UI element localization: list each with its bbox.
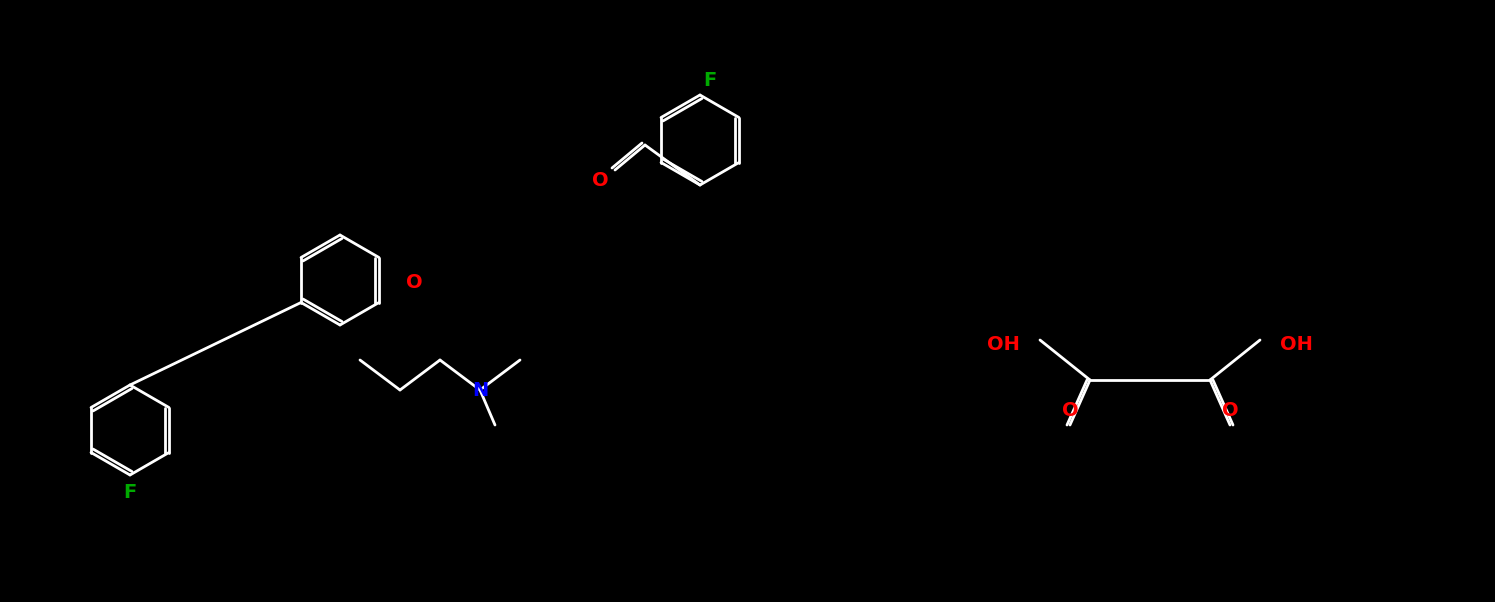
Text: OH: OH — [987, 335, 1020, 355]
Text: O: O — [1221, 400, 1238, 420]
Text: O: O — [1061, 400, 1078, 420]
Text: OH: OH — [1280, 335, 1313, 355]
Text: F: F — [703, 70, 716, 90]
Text: O: O — [405, 273, 422, 292]
Text: N: N — [472, 380, 489, 400]
Text: O: O — [592, 170, 608, 190]
Text: F: F — [124, 483, 136, 503]
